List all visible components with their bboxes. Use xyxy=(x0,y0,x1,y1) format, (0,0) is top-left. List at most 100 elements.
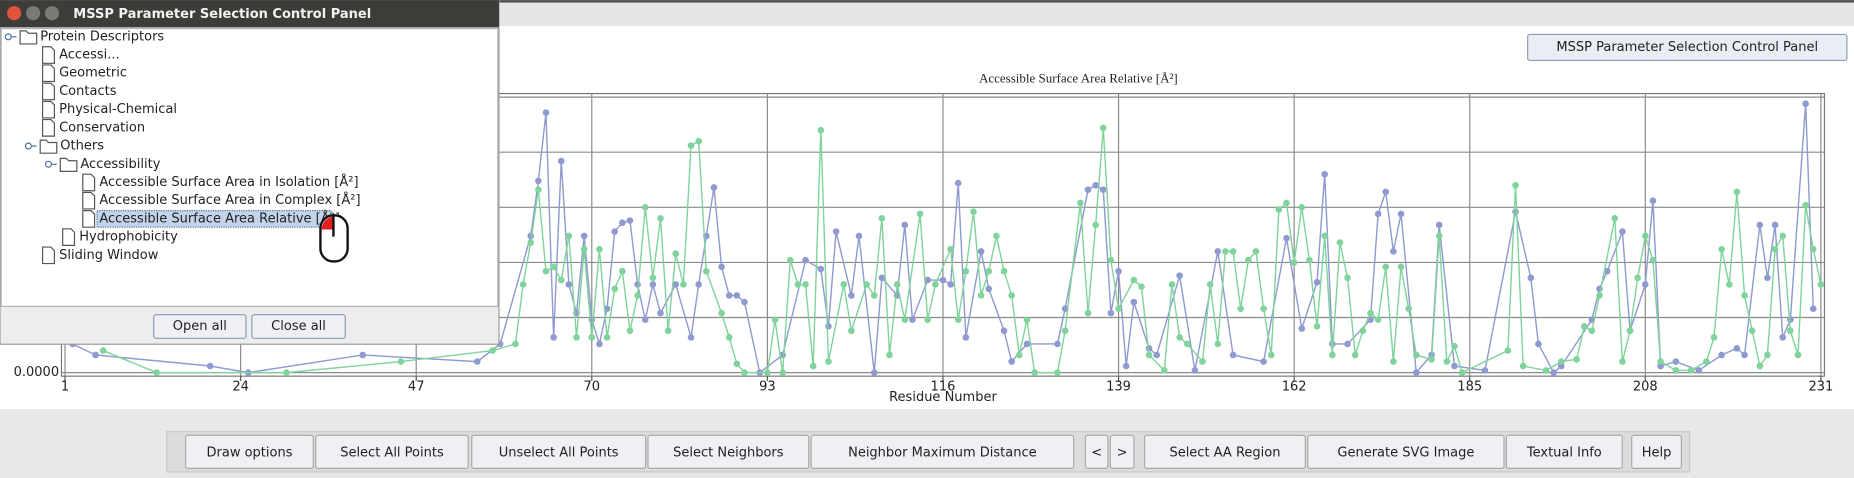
tree-item[interactable]: Accessible Surface Area Relative [Å²] xyxy=(99,210,340,226)
data-point xyxy=(1657,358,1664,365)
data-point xyxy=(1573,356,1580,363)
data-point xyxy=(1443,358,1451,365)
data-point xyxy=(1733,188,1741,196)
data-point xyxy=(657,215,664,222)
data-point xyxy=(580,232,588,240)
data-point xyxy=(840,281,848,288)
data-point xyxy=(1741,351,1748,359)
data-point xyxy=(1519,362,1527,370)
data-point xyxy=(1710,334,1718,341)
data-point xyxy=(283,369,290,376)
tree-item[interactable]: Contacts xyxy=(59,84,117,99)
file-icon xyxy=(41,118,55,137)
toolbar-button[interactable] xyxy=(471,434,647,469)
data-point xyxy=(565,281,573,288)
data-point xyxy=(1382,263,1390,271)
toolbar-button[interactable] xyxy=(185,434,314,469)
data-point xyxy=(1611,215,1619,222)
data-point xyxy=(1725,281,1733,288)
close-button[interactable] xyxy=(7,6,22,21)
toolbar-button[interactable] xyxy=(315,434,469,469)
data-point xyxy=(1336,239,1344,246)
tree-toggle[interactable] xyxy=(44,160,53,168)
toolbar-button-label: Select All Points xyxy=(340,446,444,461)
toolbar-button-label: Select AA Region xyxy=(1169,446,1280,461)
toolbar-buttons: Draw options Select All Points Unselect Al… xyxy=(185,434,1682,469)
data-point xyxy=(741,369,748,376)
data-point xyxy=(527,239,535,246)
data-point xyxy=(1061,327,1069,335)
x-tick-label: 116 xyxy=(931,379,956,394)
data-point xyxy=(1619,228,1626,235)
toolbar-button-label: Neighbor Maximum Distance xyxy=(848,446,1037,461)
tree-item[interactable]: Hydrophobicity xyxy=(79,230,178,245)
data-point xyxy=(99,347,107,354)
data-point xyxy=(1779,232,1787,240)
tree-item[interactable]: Conservation xyxy=(59,120,145,135)
data-point xyxy=(1176,334,1183,341)
data-point xyxy=(359,351,367,359)
data-point xyxy=(1588,327,1596,335)
data-point xyxy=(1649,197,1657,205)
data-point xyxy=(1145,345,1153,352)
data-point xyxy=(1206,281,1214,288)
data-point xyxy=(641,204,649,211)
tree-item[interactable]: Sliding Window xyxy=(59,248,159,263)
panel-button[interactable] xyxy=(1527,33,1848,62)
toolbar-button[interactable] xyxy=(810,434,1075,469)
tree-toggle[interactable] xyxy=(24,142,32,150)
data-point xyxy=(1115,305,1122,313)
data-point xyxy=(1527,274,1535,282)
data-point xyxy=(695,137,702,145)
chart-title: Accessible Surface Area Relative [Å²] xyxy=(979,70,1178,85)
tree-item[interactable]: Physical-Chemical xyxy=(59,102,177,117)
minimize-button[interactable] xyxy=(26,6,41,21)
data-point xyxy=(1313,323,1321,330)
toolbar-button[interactable] xyxy=(1307,434,1505,469)
data-point xyxy=(977,292,985,299)
data-point xyxy=(1397,263,1405,271)
data-point xyxy=(588,334,596,341)
data-point xyxy=(557,157,565,165)
data-point xyxy=(1794,351,1802,359)
data-point xyxy=(619,219,626,227)
data-point xyxy=(1771,221,1779,229)
toolbar-button[interactable] xyxy=(647,434,810,469)
data-point xyxy=(779,369,786,376)
data-point xyxy=(825,323,832,330)
dialog-button-label: Open all xyxy=(173,319,227,334)
tree-item[interactable]: Protein Descriptors xyxy=(40,29,164,44)
data-point xyxy=(611,228,619,235)
tree-panel xyxy=(0,27,499,307)
tree-toggle[interactable] xyxy=(4,33,12,41)
toolbar-button-label: Draw options xyxy=(207,446,293,461)
maximize-button[interactable] xyxy=(44,6,60,21)
data-point xyxy=(901,316,909,324)
data-point xyxy=(1153,351,1161,359)
tree-item[interactable]: Accessible Surface Area in Complex [Å²] xyxy=(99,192,360,208)
dialog-button[interactable] xyxy=(251,314,346,339)
tree-item[interactable]: Accessible Surface Area in Isolation [Å²… xyxy=(99,174,358,190)
tree-item[interactable]: Accessi... xyxy=(59,48,120,63)
tree-item[interactable]: Accessibility xyxy=(80,157,160,172)
tree-item[interactable]: Geometric xyxy=(59,66,127,81)
dialog-button[interactable] xyxy=(153,314,247,339)
data-point xyxy=(1435,232,1443,240)
tree-item[interactable]: Others xyxy=(60,139,104,154)
data-point xyxy=(802,281,809,288)
data-point xyxy=(1122,362,1130,370)
data-point xyxy=(718,309,725,317)
dialog-titlebar xyxy=(0,0,499,28)
toolbar-button[interactable] xyxy=(1084,434,1109,469)
toolbar-button[interactable] xyxy=(1505,434,1623,469)
data-point xyxy=(939,276,947,284)
toolbar-button[interactable] xyxy=(1143,434,1306,469)
data-point xyxy=(947,281,954,288)
data-point xyxy=(1718,351,1725,359)
toolbar-button[interactable] xyxy=(1631,434,1682,469)
data-point xyxy=(557,276,565,284)
toolbar-button[interactable] xyxy=(1109,434,1135,469)
data-point xyxy=(634,292,641,299)
data-point xyxy=(1054,369,1061,376)
